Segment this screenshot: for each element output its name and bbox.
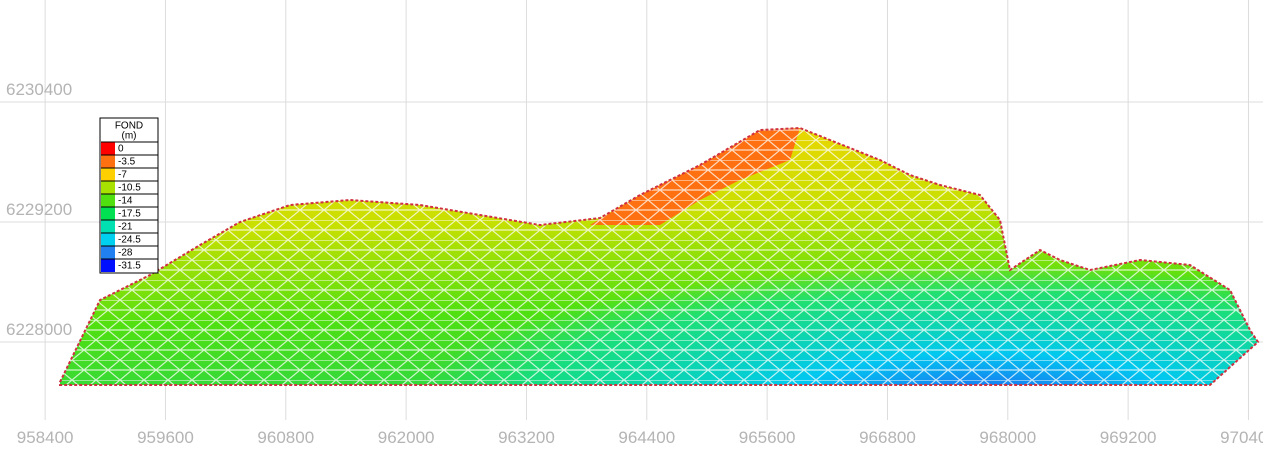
- legend-label: -3.5: [118, 157, 136, 168]
- y-tick-label: 6230400: [6, 80, 72, 99]
- y-tick-label: 6229200: [6, 200, 72, 219]
- x-tick-label: 958400: [17, 428, 74, 447]
- x-tick-label: 966800: [859, 428, 916, 447]
- x-tick-label: 960800: [257, 428, 314, 447]
- legend-swatch: [101, 142, 115, 155]
- legend-label: -14: [118, 196, 133, 207]
- page: {"chart_data": {"type": "mesh", "xlim": …: [0, 0, 1263, 450]
- y-tick-label: 6228000: [6, 320, 72, 339]
- legend-swatch: [101, 181, 115, 194]
- x-tick-label: 965600: [739, 428, 796, 447]
- legend: FOND (m) 0-3.5-7-10.5-14-17.5-21-24.5-28…: [100, 118, 158, 273]
- legend-swatch: [101, 259, 115, 272]
- legend-label: -28: [118, 248, 133, 259]
- legend-swatch: [101, 155, 115, 168]
- chart: FOND (m) 0-3.5-7-10.5-14-17.5-21-24.5-28…: [0, 0, 1263, 450]
- x-tick-label: 970400: [1220, 428, 1263, 447]
- legend-label: 0: [118, 144, 124, 155]
- x-tick-label: 969200: [1100, 428, 1157, 447]
- legend-unit: (m): [122, 131, 137, 142]
- mesh: [0, 100, 1263, 400]
- legend-swatch: [101, 220, 115, 233]
- legend-swatch: [101, 168, 115, 181]
- legend-label: -10.5: [118, 183, 141, 194]
- x-tick-label: 964400: [618, 428, 675, 447]
- x-tick-label: 959600: [137, 428, 194, 447]
- legend-label: -24.5: [118, 235, 141, 246]
- legend-label: -7: [118, 170, 127, 181]
- legend-swatch: [101, 246, 115, 259]
- legend-label: -17.5: [118, 209, 141, 220]
- x-tick-label: 968000: [979, 428, 1036, 447]
- legend-label: -21: [118, 222, 133, 233]
- legend-swatch: [101, 233, 115, 246]
- legend-swatch: [101, 207, 115, 220]
- x-tick-label: 963200: [498, 428, 555, 447]
- mesh-lines: [0, 100, 1263, 400]
- legend-swatch: [101, 194, 115, 207]
- x-tick-label: 962000: [378, 428, 435, 447]
- legend-label: -31.5: [118, 261, 141, 272]
